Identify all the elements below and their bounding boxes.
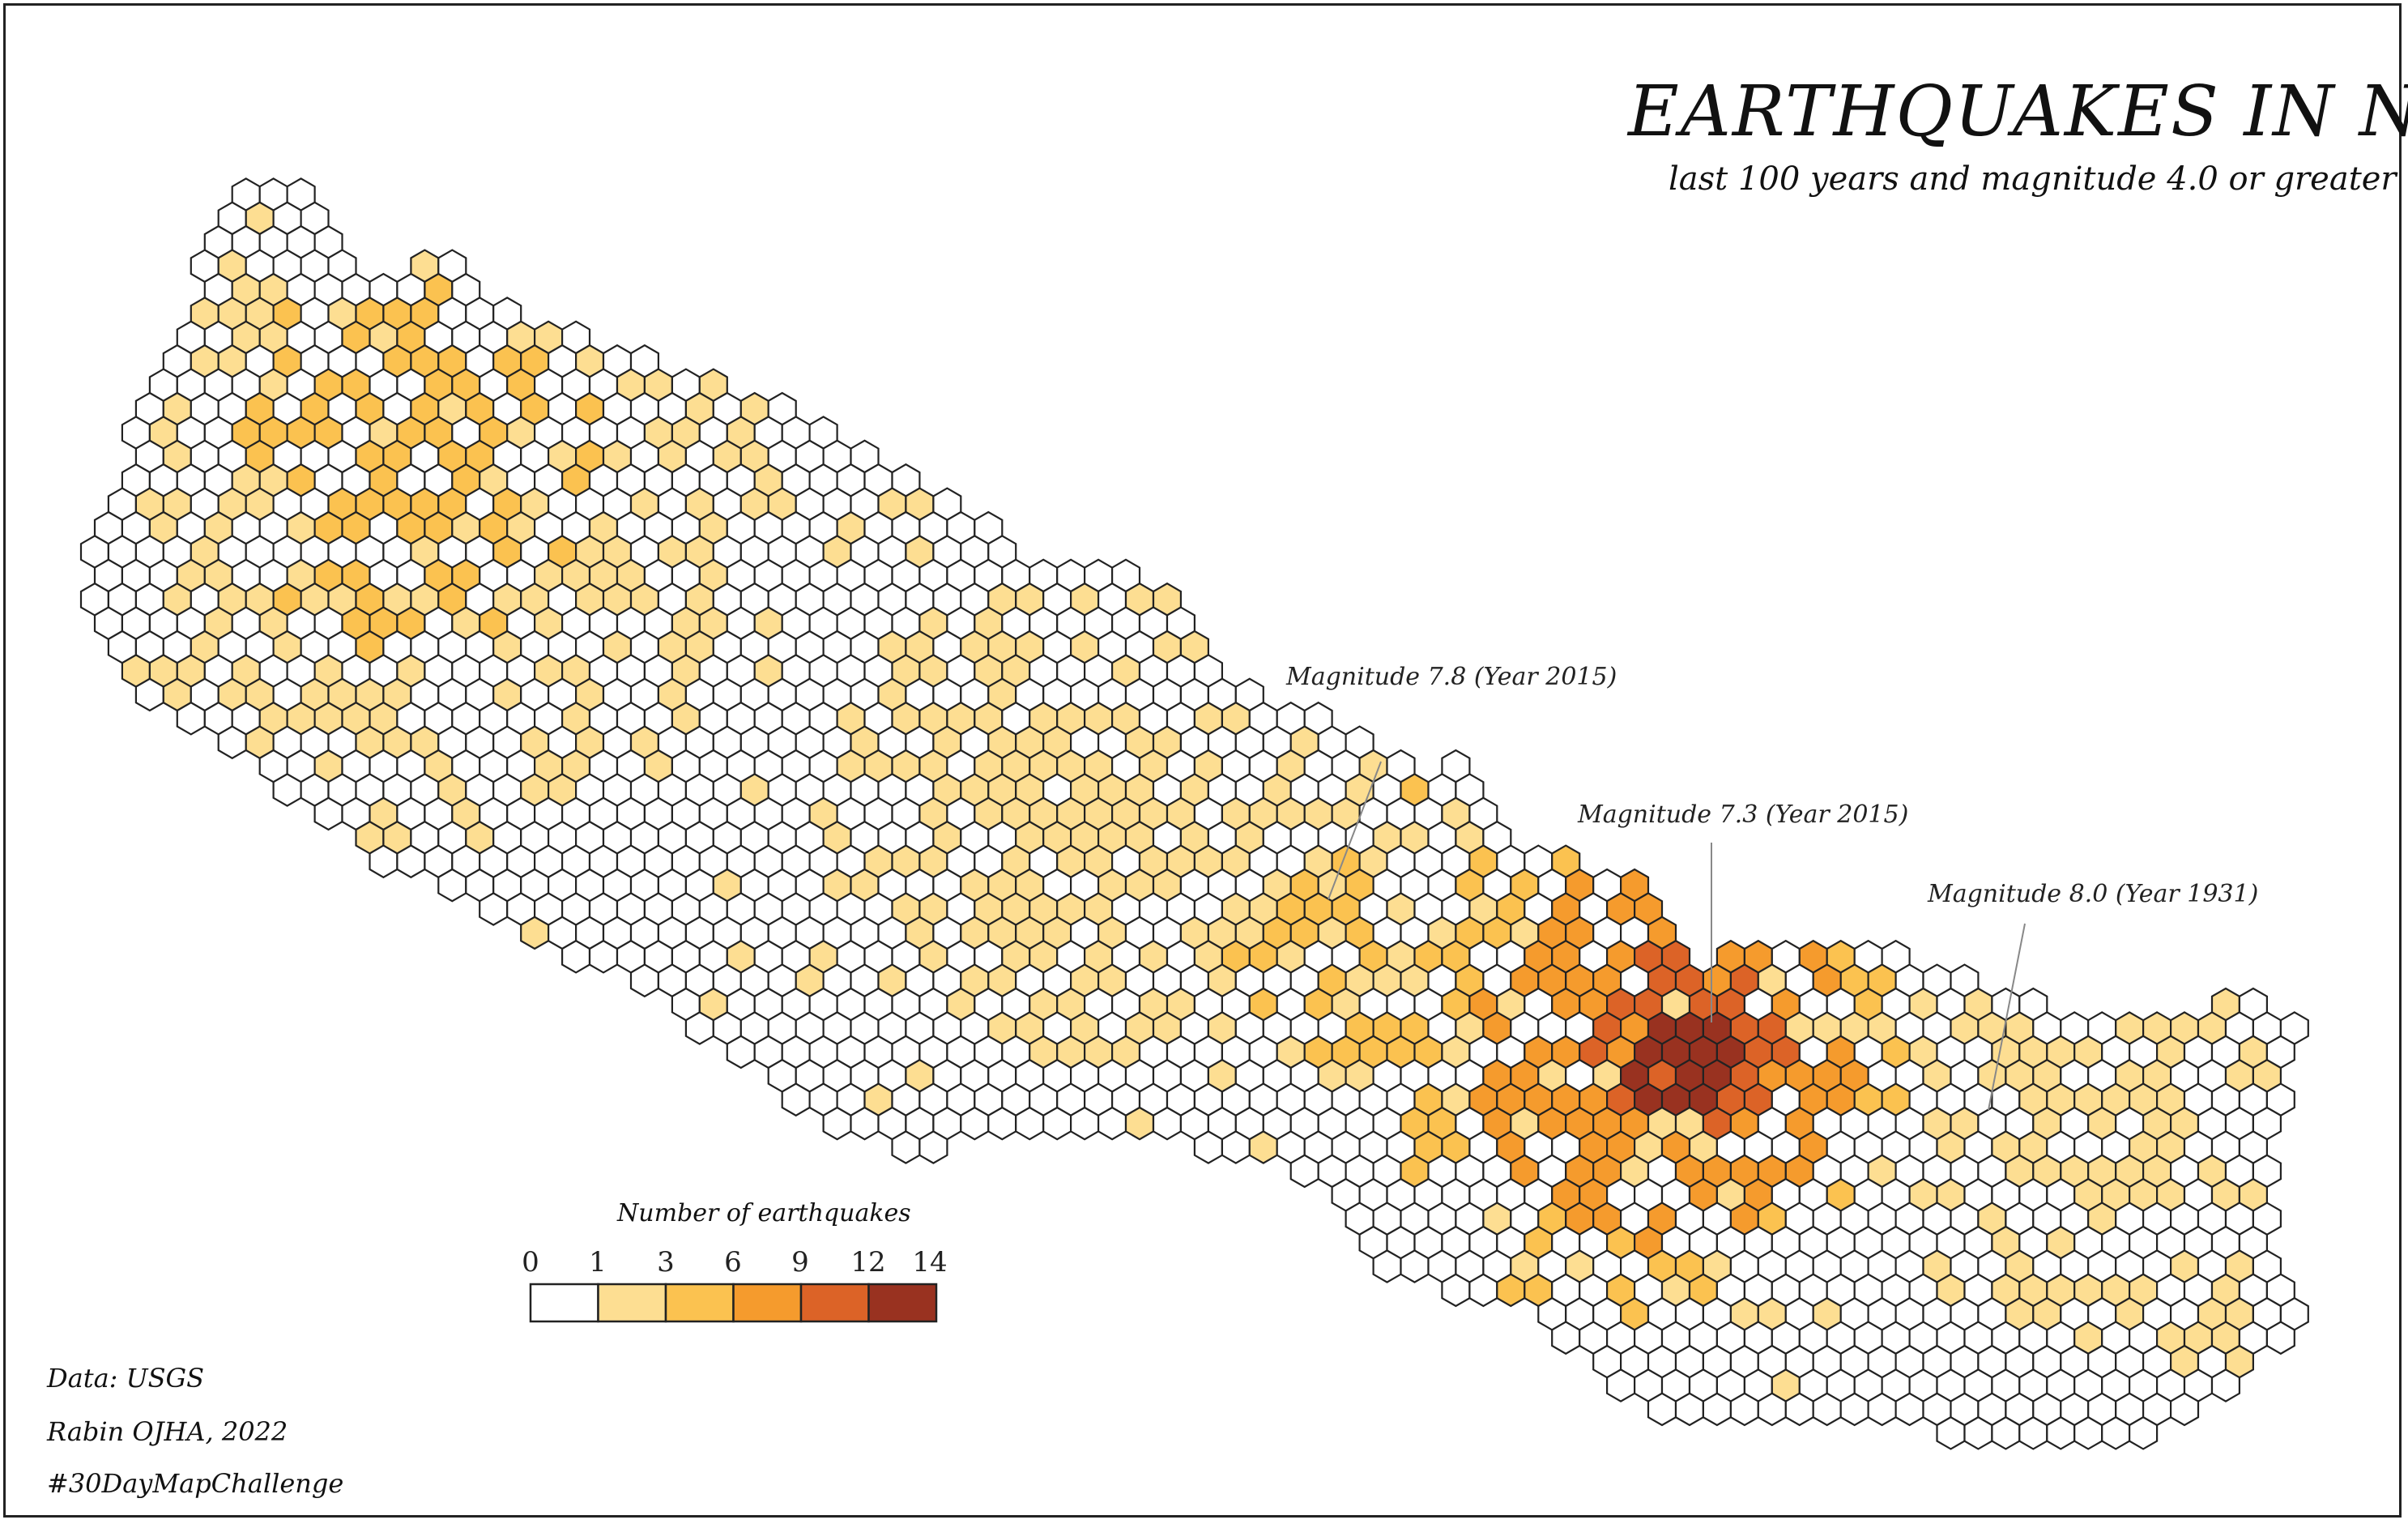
hex-cell (1248, 1130, 1278, 1164)
hex-cell (2210, 1368, 2240, 1402)
hex-cell (2046, 1415, 2076, 1450)
hex-cell (217, 725, 247, 760)
hex-grid (79, 177, 2309, 1450)
hex-cell (1400, 1249, 1430, 1283)
hex-cell (1674, 1392, 1704, 1427)
legend-tick: 1 (589, 1246, 607, 1279)
hex-cell (588, 939, 619, 974)
hex-cell (1812, 1392, 1842, 1427)
hex-cell (2073, 1415, 2103, 1450)
hex-cell (1441, 1273, 1471, 1308)
hex-cell (891, 1130, 921, 1164)
hex-cell (272, 773, 302, 807)
hex-cell (396, 844, 426, 879)
hex-cell (1468, 1273, 1498, 1308)
map-subtitle: last 100 years and magnitude 4.0 or grea… (1669, 160, 2397, 198)
annotation-leaders (1328, 761, 2026, 1111)
hex-cell (960, 1106, 990, 1141)
credit-hashtag: #30DayMapChallenge (47, 1468, 344, 1499)
hex-cell (987, 1106, 1017, 1141)
annotation-gorkha: Magnitude 7.8 (Year 2015) (1286, 663, 1617, 691)
map-frame (3, 3, 2402, 1518)
hex-cell (1991, 1415, 2021, 1450)
hex-cell (1647, 1392, 1677, 1427)
hex-cell (1193, 1130, 1224, 1164)
hex-cell (1729, 1392, 1759, 1427)
hex-cell (2265, 1321, 2295, 1355)
hex-cell (1936, 1415, 1966, 1450)
hex-cell (2129, 1415, 2159, 1450)
hex-cell (1784, 1392, 1814, 1427)
legend-bar (529, 1283, 938, 1323)
leader-gorkha (1328, 761, 1382, 900)
hex-cell (629, 963, 660, 998)
hex-cell (1221, 1130, 1251, 1164)
hex-cell (1894, 1392, 1924, 1427)
hex-cell (479, 892, 509, 926)
hex-cell (1124, 1106, 1155, 1141)
legend-tick: 12 (850, 1246, 886, 1279)
hex-cell (2170, 1392, 2200, 1427)
hex-cell (781, 1082, 811, 1117)
hex-cell (560, 939, 591, 974)
hex-cell (176, 701, 206, 736)
legend-tick: 6 (724, 1246, 742, 1279)
legend-swatch (664, 1283, 735, 1323)
hex-cell (918, 1130, 948, 1164)
legend-swatch (597, 1283, 667, 1323)
legend-tick: 3 (657, 1246, 675, 1279)
hex-cell (1496, 1273, 1526, 1308)
hex-cell (1152, 1106, 1183, 1141)
hex-cell (1702, 1392, 1732, 1427)
hex-cell (1069, 1106, 1100, 1141)
hex-cell (1963, 1415, 1993, 1450)
annotation-bihar: Magnitude 8.0 (Year 1931) (1928, 880, 2259, 908)
hex-cell (2101, 1415, 2131, 1450)
hex-cell (1289, 1154, 1319, 1189)
legend-tick: 14 (912, 1246, 948, 1279)
hex-cell (1551, 1321, 1581, 1355)
credit-data-source: Data: USGS (47, 1363, 204, 1394)
map-title: EARTHQUAKES IN NEPAL (1628, 71, 2408, 152)
legend-swatch (732, 1283, 803, 1323)
hex-cell (520, 916, 550, 950)
hex-cell (850, 1106, 880, 1141)
hex-cell (1867, 1392, 1897, 1427)
legend-swatch (867, 1283, 938, 1323)
legend-tick: 0 (522, 1246, 539, 1279)
hex-cell (684, 1011, 714, 1045)
hex-cell (1372, 1249, 1402, 1283)
hex-cell (369, 844, 398, 879)
hex-cell (1757, 1392, 1787, 1427)
hex-cell (1605, 1368, 1636, 1402)
legend-swatch (799, 1283, 870, 1323)
hex-cell (1042, 1106, 1072, 1141)
hex-cell (313, 796, 343, 831)
hex-cell (1097, 1106, 1127, 1141)
leader-bihar (1988, 923, 2026, 1111)
hex-cell (437, 868, 467, 903)
hex-cell (822, 1106, 852, 1141)
credit-author: Rabin OJHA, 2022 (47, 1416, 288, 1447)
legend-title: Number of earthquakes (617, 1199, 911, 1227)
hex-cell (134, 677, 164, 712)
hex-cell (726, 1035, 756, 1069)
hex-cell (1015, 1106, 1045, 1141)
annotation-dolakha: Magnitude 7.3 (Year 2015) (1578, 800, 1909, 829)
legend-tick: 9 (791, 1246, 809, 1279)
hex-cell (1839, 1392, 1869, 1427)
legend-swatch (529, 1283, 599, 1323)
hex-cell (2018, 1415, 2048, 1450)
